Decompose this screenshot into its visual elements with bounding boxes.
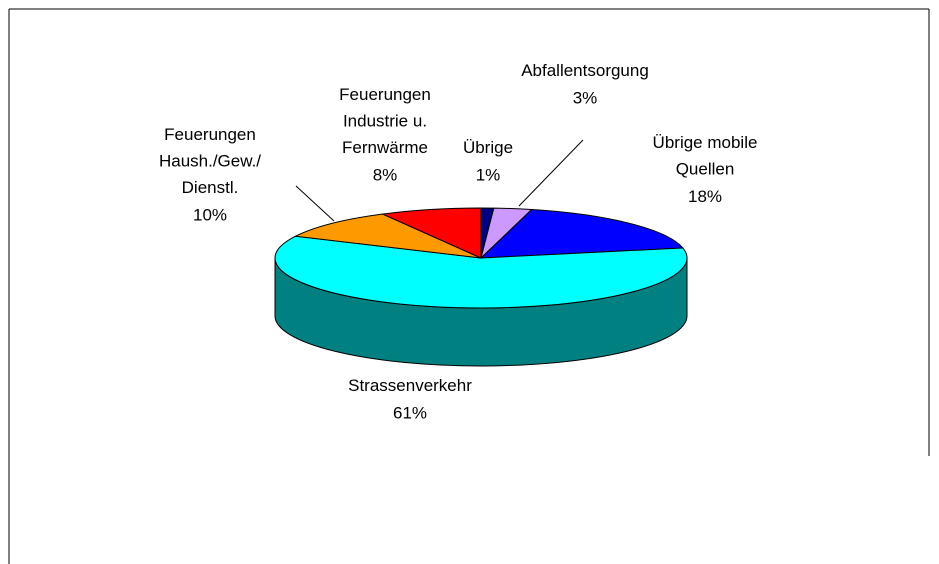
label-line: Haush./Gew./ xyxy=(159,152,261,171)
slice-label: Feuerungen Industrie u. Fernwärme xyxy=(339,85,431,157)
slice-label: Übrige xyxy=(463,138,513,157)
pie-slice xyxy=(274,235,688,309)
slice-label: Abfallentsorgung xyxy=(521,61,649,80)
label-line: Übrige xyxy=(463,138,513,157)
label-line: Abfallentsorgung xyxy=(521,61,649,80)
label-line: Industrie u. xyxy=(343,112,427,131)
slice-label: Strassenverkehr xyxy=(348,376,472,395)
label-line: Feuerungen xyxy=(164,125,256,144)
pie-slice xyxy=(380,207,482,259)
label-line: Dienstl. xyxy=(182,178,239,197)
leader-line xyxy=(295,185,335,222)
label-line: Quellen xyxy=(676,160,735,179)
value-label: 10% xyxy=(193,206,227,225)
leader-line xyxy=(518,139,584,207)
value-label: 3% xyxy=(573,89,598,108)
value-label: 18% xyxy=(688,187,722,206)
pie-slice xyxy=(479,209,684,259)
label-line: Fernwärme xyxy=(342,138,428,157)
slice-label: Feuerungen Haush./Gew./ Dienstl. xyxy=(159,125,261,197)
value-label: 61% xyxy=(393,404,427,423)
value-label: 8% xyxy=(373,166,398,185)
label-line: Strassenverkehr xyxy=(348,376,472,395)
slice-label: Übrige mobile Quellen xyxy=(653,133,758,179)
label-line: Feuerungen xyxy=(339,85,431,104)
pie-slice xyxy=(293,213,482,259)
label-line: Übrige mobile xyxy=(653,133,758,152)
value-label: 1% xyxy=(476,166,501,185)
